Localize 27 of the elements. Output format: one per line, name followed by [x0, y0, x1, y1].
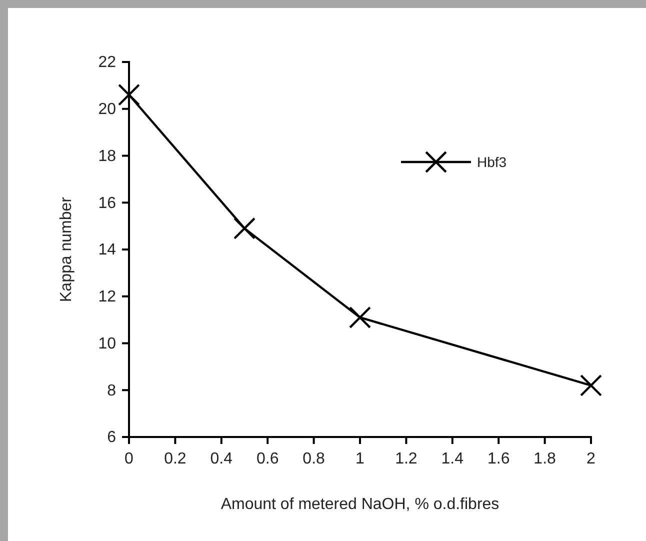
y-tick-label: 14 [98, 242, 116, 259]
legend-label: Hbf3 [477, 154, 507, 170]
y-tick-label: 18 [98, 148, 116, 165]
y-axis-title: Kappa number [58, 196, 75, 302]
x-tick-label: 1.4 [441, 450, 464, 468]
y-tick-label: 22 [98, 54, 116, 72]
point [118, 84, 140, 106]
x-tick-label: 1.6 [487, 450, 510, 468]
y-tick-label: 8 [107, 382, 116, 400]
x-tick-label: 0 [124, 450, 134, 468]
x-tick-label: 0.2 [164, 450, 186, 468]
x-tick-label: 2 [586, 450, 596, 468]
y-tick-label: 12 [98, 288, 116, 306]
y-tick-label: 10 [98, 335, 116, 352]
x-tick-label: 0.6 [256, 450, 279, 468]
x-tick-label: 1.2 [395, 450, 418, 468]
point [580, 374, 602, 396]
x-tick-label: 1.8 [534, 450, 556, 468]
x-tick-label: 1 [356, 450, 365, 468]
x-axis-title: Amount of metered NaOH, % o.d.fibres [220, 496, 500, 513]
x-tick-label: 0.8 [302, 450, 326, 468]
y-tick-label: 20 [98, 100, 116, 118]
x-tick-label: 0.4 [210, 450, 233, 468]
point [348, 306, 372, 329]
y-tick-label: 16 [98, 194, 116, 212]
point [233, 217, 256, 240]
y-tick-label: 6 [107, 429, 116, 446]
